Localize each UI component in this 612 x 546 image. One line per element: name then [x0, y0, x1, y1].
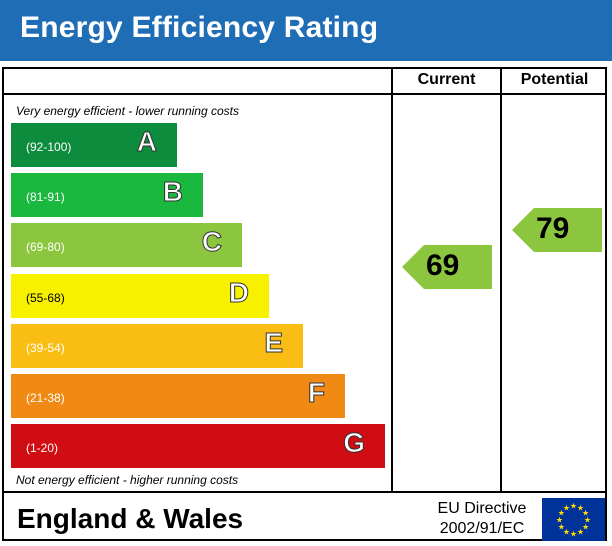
potential-rating-value: 79	[536, 212, 570, 245]
rating-band-f: (21-38) F	[11, 374, 345, 418]
band-range-label: (81-91)	[26, 190, 65, 204]
band-letter: A	[136, 126, 157, 158]
band-letter: C	[201, 226, 222, 258]
rating-band-g: (1-20) G	[11, 424, 385, 468]
potential-column-heading: Potential	[520, 71, 589, 88]
column-divider-right	[500, 67, 502, 493]
eu-star-icon: ★	[582, 523, 589, 532]
band-range-label: (21-38)	[26, 391, 65, 405]
rating-band-c: (69-80) C	[11, 223, 242, 267]
rating-band-d: (55-68) D	[11, 274, 269, 318]
eu-star-icon: ★	[570, 502, 577, 511]
column-divider-left	[391, 67, 393, 493]
eu-star-icon: ★	[563, 503, 570, 512]
band-range-label: (1-20)	[26, 441, 59, 455]
eu-flag-icon: ★ ★ ★ ★ ★ ★ ★ ★ ★ ★ ★ ★	[542, 498, 605, 541]
eu-star-icon: ★	[556, 516, 563, 525]
current-arrow-shape	[402, 245, 492, 289]
rating-band-e: (39-54) E	[11, 324, 303, 368]
eu-star-icon: ★	[558, 509, 565, 518]
rating-frame	[2, 67, 607, 541]
page-title: Energy Efficiency Rating	[20, 11, 379, 44]
header-bar: Energy Efficiency Rating	[0, 0, 612, 61]
band-range-label: (92-100)	[26, 140, 72, 154]
eu-star-icon: ★	[558, 523, 565, 532]
current-rating-value: 69	[426, 249, 460, 282]
rating-band-a: (92-100) A	[11, 123, 177, 167]
band-letter: F	[307, 377, 325, 409]
potential-arrow-shape	[512, 208, 602, 252]
band-letter: E	[264, 327, 284, 359]
header-divider	[2, 93, 607, 95]
region-label: England & Wales	[17, 503, 244, 534]
inefficient-note: Not energy efficient - higher running co…	[16, 473, 239, 487]
potential-rating-arrow: 79	[512, 208, 602, 252]
eu-star-icon: ★	[570, 530, 577, 539]
eu-star-icon: ★	[582, 509, 589, 518]
eu-directive-line1: EU Directive	[437, 500, 527, 517]
current-column-heading: Current	[417, 71, 476, 88]
eu-star-icon: ★	[584, 516, 591, 525]
band-letter: D	[228, 277, 249, 309]
band-range-label: (39-54)	[26, 341, 65, 355]
footer-divider	[2, 491, 607, 493]
eu-directive: EU Directive 2002/91/EC	[420, 499, 544, 539]
eu-star-icon: ★	[577, 503, 584, 512]
eu-star-icon: ★	[577, 528, 584, 537]
eu-directive-line2: 2002/91/EC	[439, 520, 525, 537]
current-rating-arrow: 69	[402, 245, 492, 289]
band-letter: G	[343, 427, 366, 459]
band-letter: B	[162, 176, 183, 208]
rating-band-b: (81-91) B	[11, 173, 203, 217]
efficient-note: Very energy efficient - lower running co…	[16, 104, 239, 118]
eu-star-icon: ★	[563, 528, 570, 537]
band-range-label: (55-68)	[26, 291, 65, 305]
band-range-label: (69-80)	[26, 240, 65, 254]
